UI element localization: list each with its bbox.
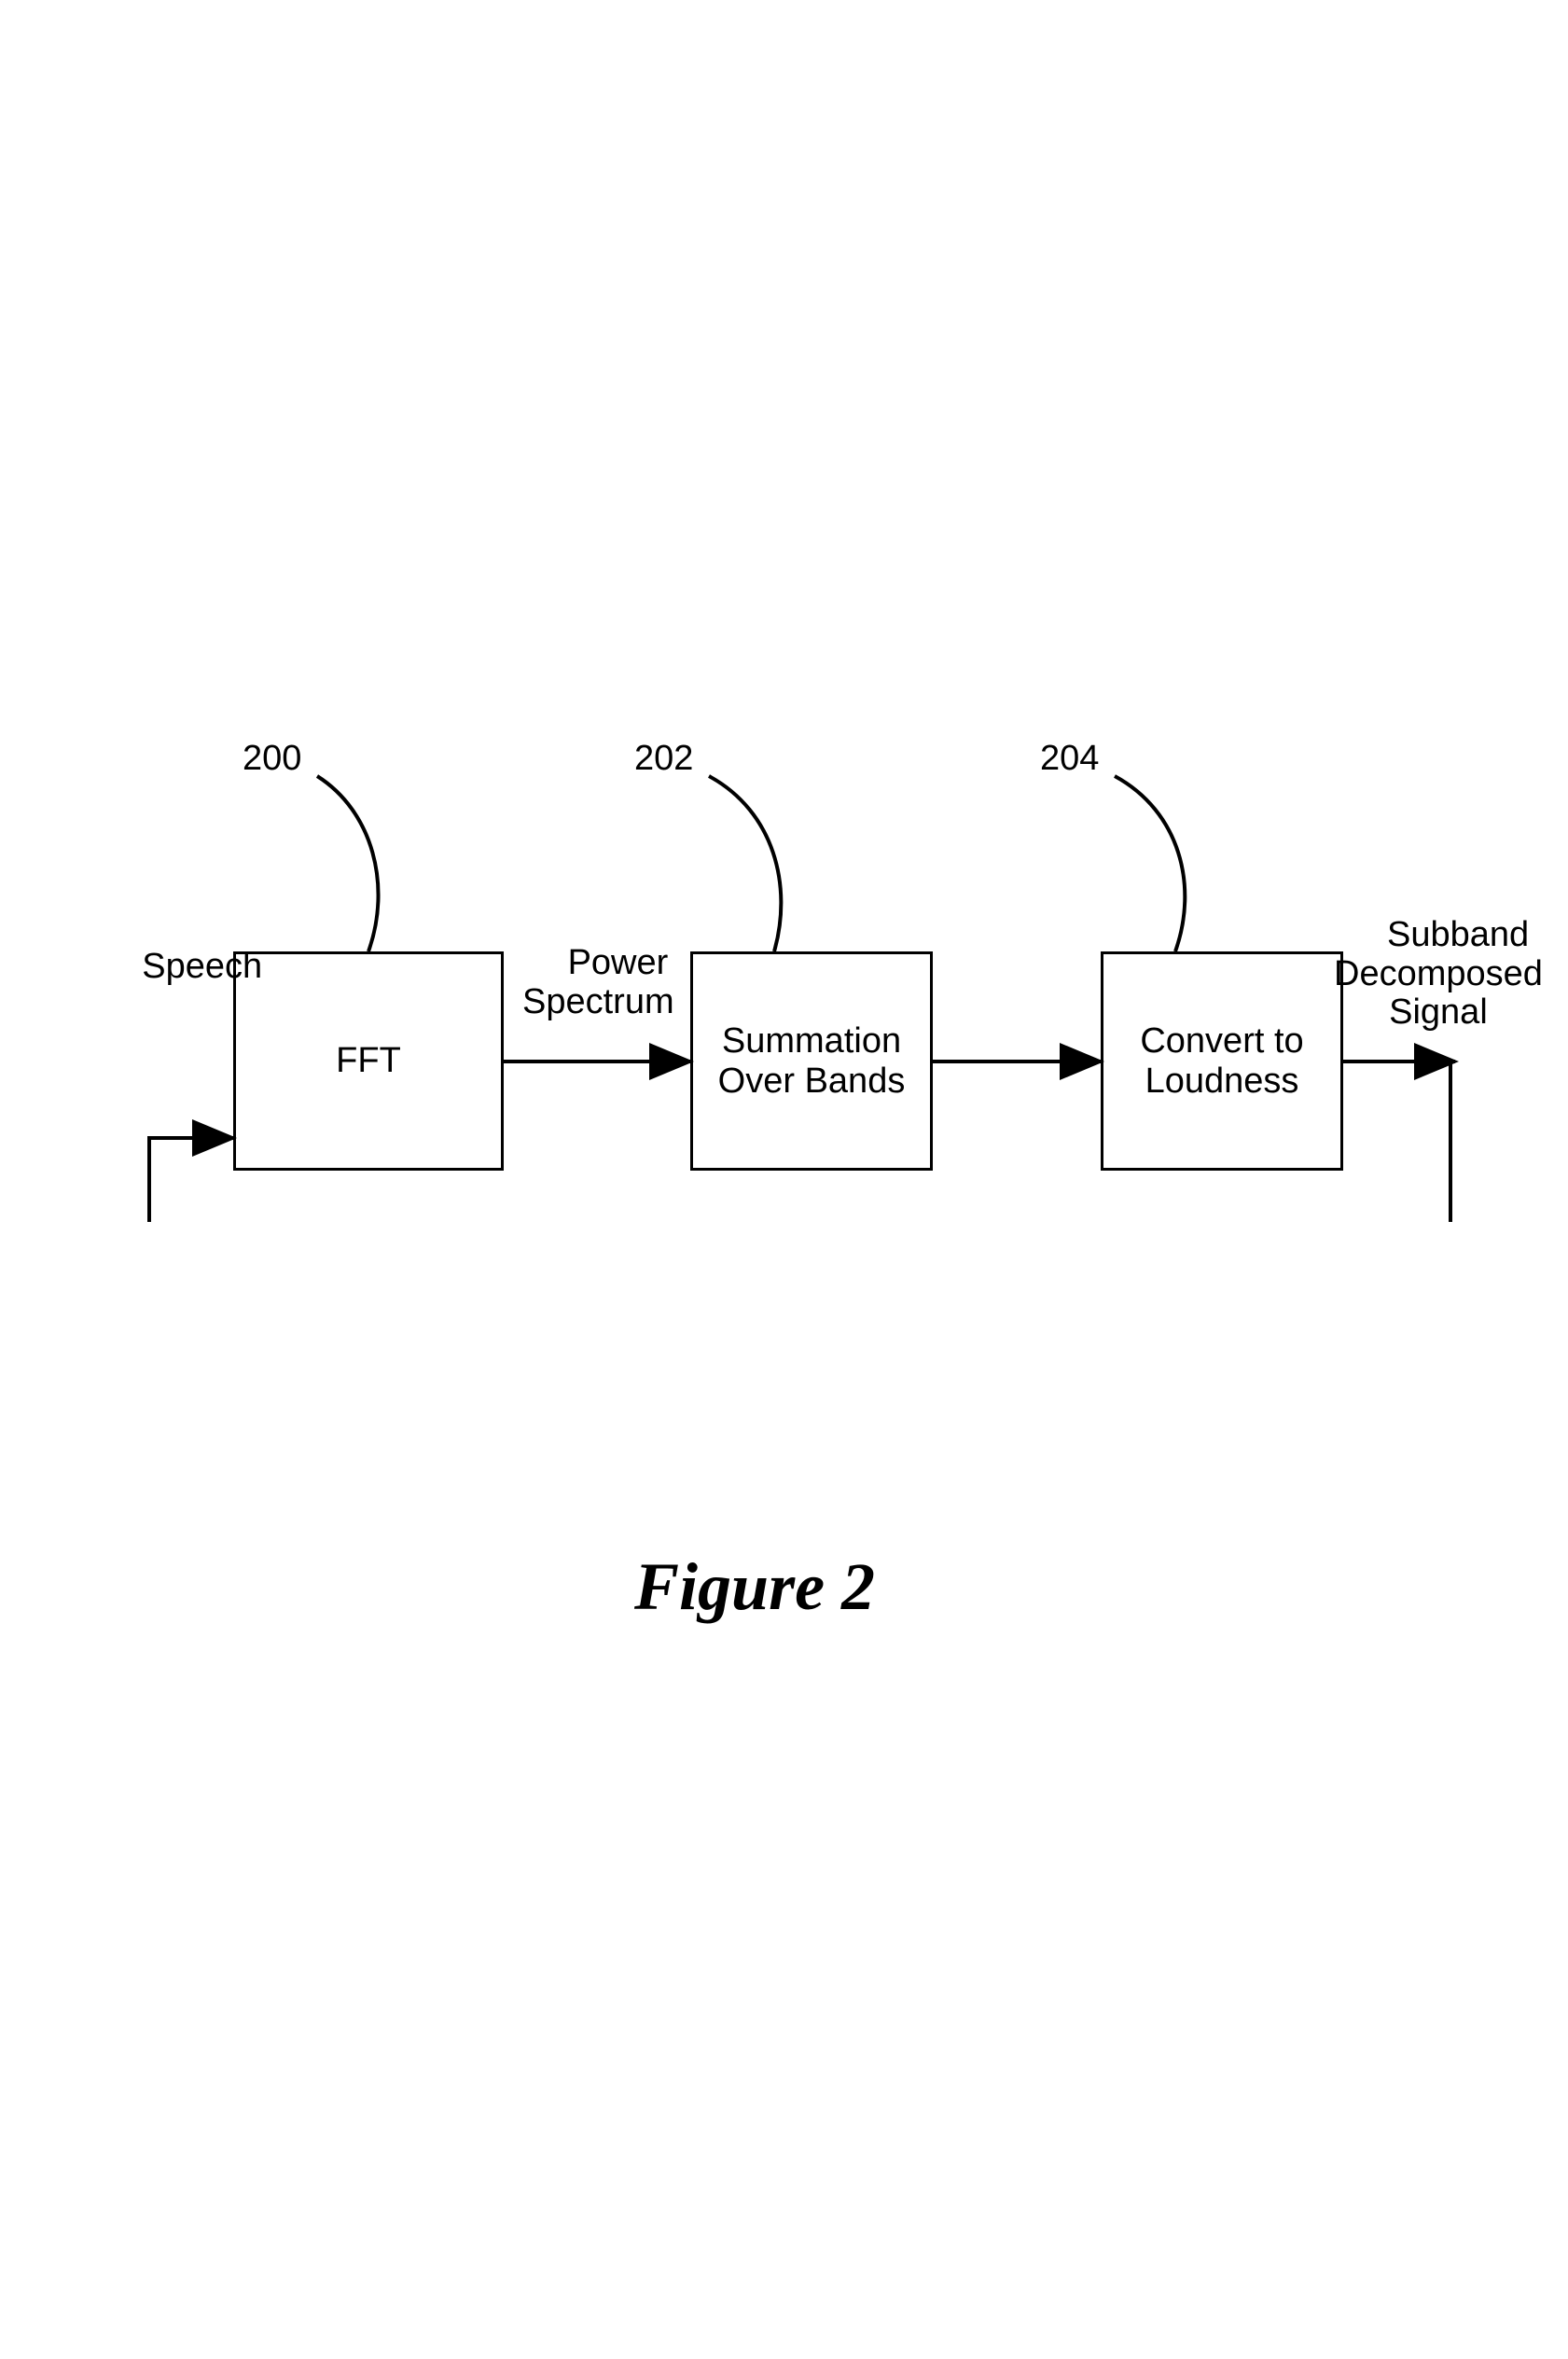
diagram-stage: FFT Summation Over Bands Convert to Loud… — [0, 0, 1568, 2359]
block-convert: Convert to Loudness — [1101, 951, 1343, 1171]
label-input-text: Speech — [142, 947, 262, 986]
figure-caption-text: Figure 2 — [634, 1549, 875, 1624]
callout-204 — [1115, 776, 1185, 951]
block-fft-text: FFT — [336, 1041, 401, 1081]
connections-overlay — [0, 0, 1568, 2359]
ref-200: 200 — [243, 739, 301, 779]
ref-204: 204 — [1040, 739, 1099, 779]
block-fft: FFT — [233, 951, 504, 1171]
label-input: Speech — [103, 907, 262, 1027]
ref-200-text: 200 — [243, 739, 301, 778]
ref-204-text: 204 — [1040, 739, 1099, 778]
label-output-text: Subband Decomposed Signal — [1334, 915, 1543, 1033]
ref-202-text: 202 — [634, 739, 693, 778]
figure-caption: Figure 2 — [634, 1548, 875, 1626]
label-power-spectrum-text: Power Spectrum — [522, 943, 674, 1021]
arrow-input — [149, 1138, 233, 1222]
block-summation-text: Summation Over Bands — [701, 1021, 923, 1102]
label-output: Subband Decomposed Signal — [1334, 877, 1543, 1072]
block-summation: Summation Over Bands — [690, 951, 933, 1171]
label-power-spectrum: Power Spectrum — [522, 905, 674, 1061]
block-convert-text: Convert to Loudness — [1111, 1021, 1333, 1102]
ref-202: 202 — [634, 739, 693, 779]
callout-202 — [709, 776, 781, 951]
callout-200 — [317, 776, 379, 951]
